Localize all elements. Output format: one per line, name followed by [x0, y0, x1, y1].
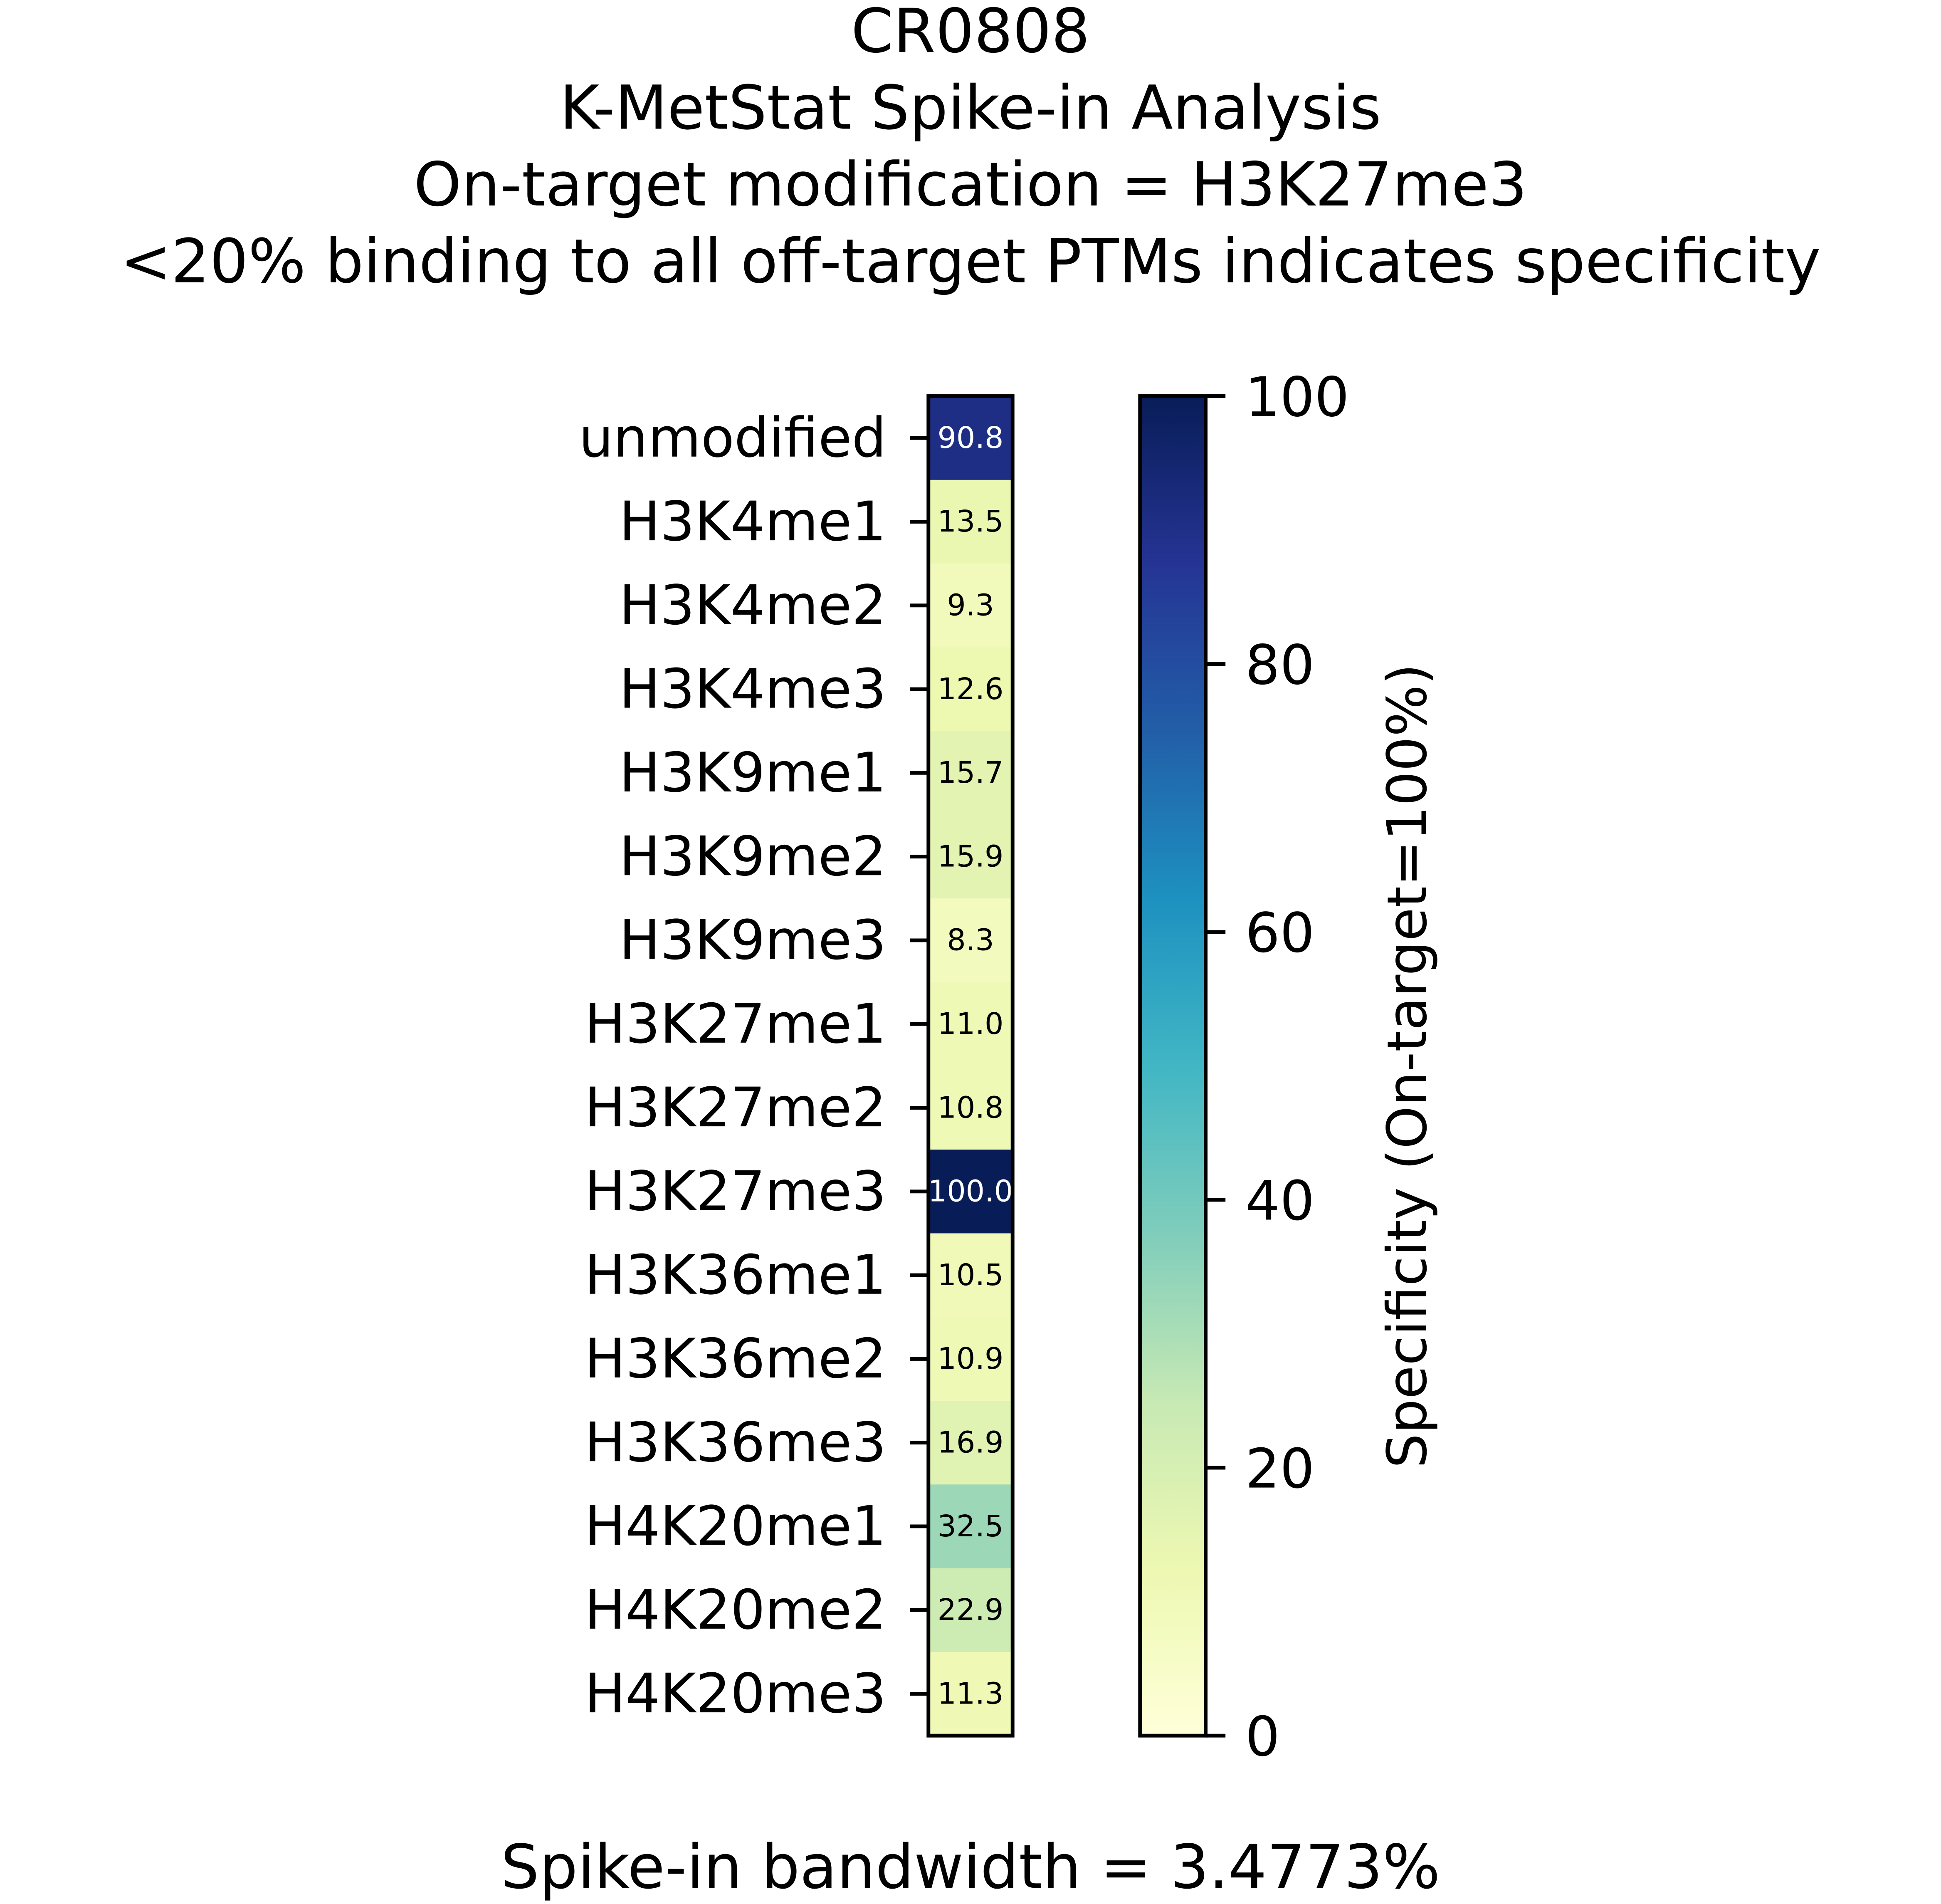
y-tick-label: H4K20me1	[585, 1494, 887, 1558]
y-tick-label: H3K4me2	[619, 573, 887, 637]
cell-value-label: 15.7	[937, 755, 1003, 790]
y-tick-label: H3K36me1	[585, 1243, 887, 1307]
heatmap-cell	[928, 898, 1013, 983]
cell-value-label: 90.8	[937, 420, 1003, 455]
heatmap-cell	[928, 1150, 1013, 1234]
heatmap-cell	[928, 1568, 1013, 1653]
cell-value-label: 11.3	[937, 1676, 1003, 1711]
cell-value-label: 10.8	[937, 1090, 1003, 1125]
y-tick-label: H3K9me2	[619, 824, 887, 888]
cell-value-label: 11.0	[937, 1006, 1003, 1041]
y-tick-label: H3K36me3	[585, 1410, 887, 1474]
footer-bandwidth: Spike-in bandwidth = 3.4773%	[501, 1832, 1440, 1902]
y-tick-label: H3K4me3	[619, 657, 887, 721]
heatmap-cell	[928, 1652, 1013, 1736]
colorbar-tick-label: 100	[1245, 365, 1349, 429]
heatmap-cell	[928, 396, 1013, 481]
heatmap-cell	[928, 1233, 1013, 1318]
y-tick-label: H3K27me3	[585, 1159, 887, 1223]
colorbar	[1138, 394, 1208, 1738]
cell-value-label: 32.5	[937, 1509, 1003, 1543]
cell-value-label: 12.6	[937, 672, 1003, 706]
title-line-3: On-target modification = H3K27me3	[414, 150, 1527, 220]
title-line-1: CR0808	[851, 0, 1090, 67]
cell-value-label: 10.5	[937, 1258, 1003, 1292]
cell-value-label: 9.3	[947, 588, 994, 623]
colorbar-tick-label: 20	[1245, 1437, 1315, 1501]
heatmap-cell	[928, 982, 1013, 1067]
cell-value-label: 16.9	[937, 1425, 1003, 1459]
y-tick-label: H3K9me1	[619, 741, 887, 804]
heatmap-cell	[928, 564, 1013, 648]
colorbar-tick-label: 80	[1245, 633, 1315, 697]
y-tick-label: H3K36me2	[585, 1327, 887, 1390]
y-tick-label: H3K9me3	[619, 908, 887, 972]
colorbar-tick-label: 0	[1245, 1705, 1280, 1768]
heatmap-cell	[928, 480, 1013, 564]
y-tick-label: H3K27me1	[585, 992, 887, 1056]
cell-value-label: 22.9	[937, 1592, 1003, 1627]
y-tick-label: H3K4me1	[619, 490, 887, 553]
heatmap-cell	[928, 1484, 1013, 1569]
heatmap-cell	[928, 647, 1013, 732]
heatmap-cell	[928, 814, 1013, 899]
heatmap-cell	[928, 1317, 1013, 1402]
heatmap-cell	[928, 1066, 1013, 1150]
cell-value-label: 10.9	[937, 1341, 1003, 1376]
title-line-4: <20% binding to all off-target PTMs indi…	[120, 227, 1821, 297]
heatmap-frame	[926, 394, 1015, 1738]
y-tick-label: H4K20me2	[585, 1578, 887, 1642]
heatmap-cell	[928, 1401, 1013, 1485]
y-tick-label: H4K20me3	[585, 1662, 887, 1725]
cell-value-label: 8.3	[947, 923, 994, 957]
y-tick-label: unmodified	[579, 406, 886, 470]
colorbar-label: Specificity (On-target=100%)	[1375, 664, 1439, 1469]
colorbar-tick-label: 40	[1245, 1169, 1315, 1233]
title-line-2: K-MetStat Spike-in Analysis	[560, 73, 1381, 143]
y-tick-label: H3K27me2	[585, 1076, 887, 1139]
cell-value-label: 13.5	[937, 504, 1003, 539]
cell-value-label: 100.0	[928, 1174, 1013, 1209]
heatmap-cell	[928, 731, 1013, 816]
cell-value-label: 15.9	[937, 839, 1003, 873]
colorbar-tick-label: 60	[1245, 901, 1315, 964]
